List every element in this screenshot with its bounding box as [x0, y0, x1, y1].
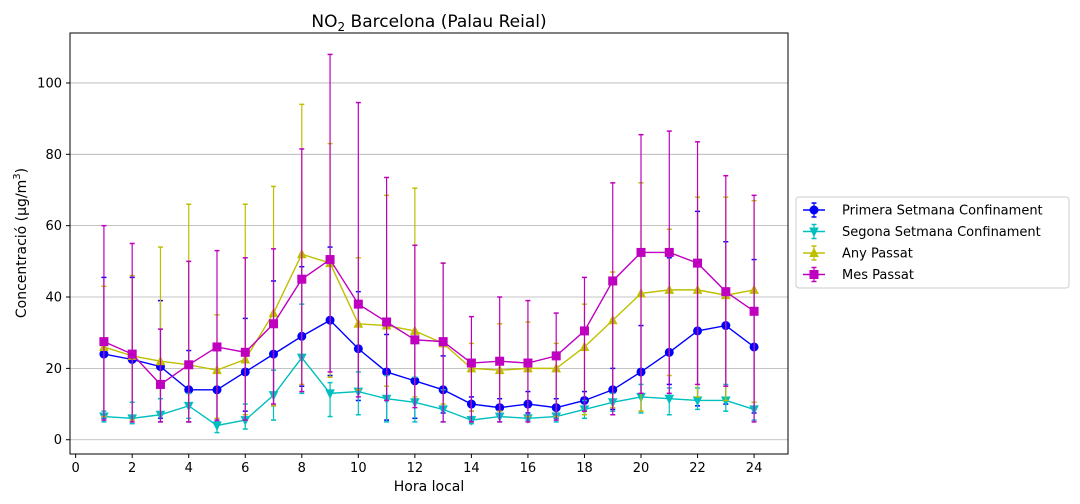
data-point: [523, 358, 533, 368]
y-tick-label: 0: [54, 433, 62, 448]
data-point: [99, 337, 109, 347]
data-point: [749, 306, 759, 316]
series-line: [103, 253, 755, 371]
legend-entry: Segona Setmana Confinament: [803, 223, 1041, 240]
data-point: [466, 358, 476, 368]
legend-entry: Mes Passat: [803, 266, 914, 283]
legend: Primera Setmana Confinament Segona Setman…: [795, 196, 1070, 289]
x-tick-label: 2: [128, 461, 136, 476]
data-point: [495, 356, 505, 366]
legend-marker: [809, 227, 819, 238]
y-tick-label: 100: [37, 76, 62, 91]
series-line: [103, 356, 755, 427]
data-point: [664, 394, 675, 405]
series-3: [99, 53, 759, 423]
x-tick-label: 12: [407, 461, 424, 476]
x-tick-label: 0: [72, 461, 80, 476]
data-point: [184, 360, 194, 370]
data-point: [579, 326, 589, 336]
data-point: [721, 287, 731, 297]
y-axis-label: Concentració (μg/m3): [12, 168, 30, 318]
y-tick-label: 60: [45, 219, 62, 234]
x-tick-label: 22: [689, 461, 706, 476]
legend-entry: Any Passat: [803, 245, 913, 262]
data-point: [127, 349, 137, 359]
data-point: [325, 389, 335, 399]
data-point: [240, 347, 250, 357]
plot-area-frame: [69, 32, 789, 455]
x-tick-label: 4: [185, 461, 193, 476]
x-tick-label: 14: [463, 461, 480, 476]
data-point: [551, 351, 561, 361]
data-point: [325, 255, 335, 265]
y-tick-label: 80: [45, 148, 62, 163]
data-point: [636, 247, 646, 257]
series-line: [103, 319, 755, 409]
x-tick-label: 10: [350, 461, 367, 476]
y-tick-label: 20: [45, 362, 62, 377]
series-line: [103, 251, 755, 386]
y-tick-label: 40: [45, 291, 62, 306]
data-point: [438, 337, 448, 347]
legend-marker: [809, 205, 819, 215]
x-axis-label: Hora local: [394, 479, 465, 495]
x-tick-label: 16: [520, 461, 537, 476]
legend-label: Mes Passat: [842, 268, 914, 283]
chart-title: NO2 Barcelona (Palau Reial): [311, 12, 546, 34]
data-point: [608, 276, 618, 286]
legend-marker: [809, 270, 819, 279]
data-point: [297, 274, 307, 284]
legend-label: Any Passat: [842, 247, 913, 262]
x-tick-label: 20: [633, 461, 650, 476]
legend-label: Primera Setmana Confinament: [842, 204, 1043, 219]
legend-frame: [795, 196, 1070, 289]
series-layer: [99, 53, 759, 434]
grid: [70, 82, 788, 441]
y-axis: 0 20 40 60 80 100: [37, 76, 70, 448]
data-point: [212, 342, 222, 352]
series-0: [99, 210, 759, 423]
legend-marker: [809, 247, 819, 257]
legend-label: Segona Setmana Confinament: [842, 225, 1041, 240]
data-point: [693, 258, 703, 268]
data-point: [664, 247, 674, 257]
data-point: [353, 299, 363, 309]
data-point: [410, 335, 420, 345]
data-point: [269, 319, 279, 329]
series-2: [99, 103, 759, 423]
data-point: [382, 317, 392, 327]
data-point: [212, 421, 222, 432]
x-axis: 0 2 4 6 8 10 12 14 16 18 20 22 24: [72, 454, 763, 476]
x-tick-label: 8: [298, 461, 306, 476]
x-tick-label: 24: [746, 461, 763, 476]
data-point: [155, 379, 165, 389]
x-tick-label: 18: [576, 461, 593, 476]
legend-entry: Primera Setmana Confinament: [803, 202, 1043, 219]
x-tick-label: 6: [241, 461, 249, 476]
